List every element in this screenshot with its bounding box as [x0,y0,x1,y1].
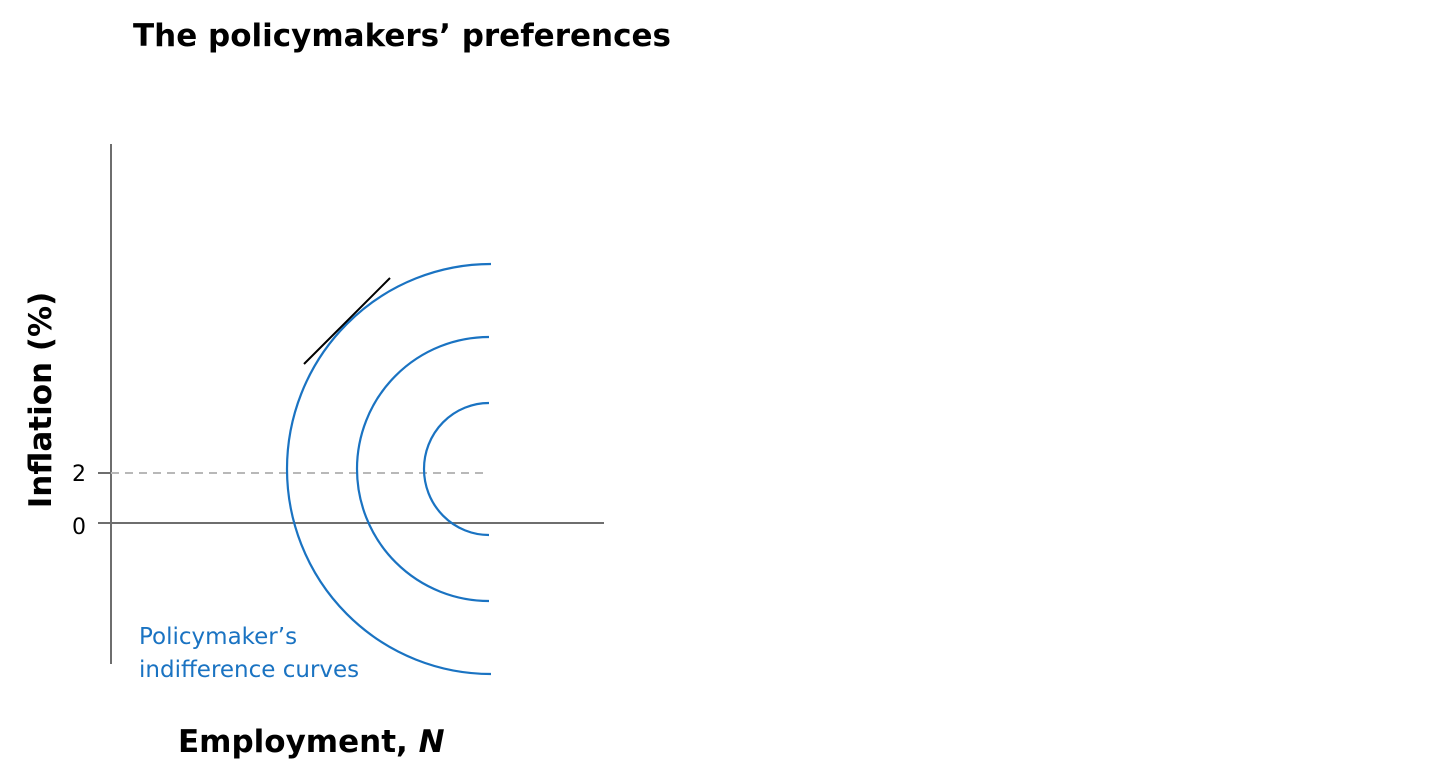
tangent-line [303,277,391,365]
x-axis-title-variable: N [419,724,445,760]
indifference-curve-middle [355,335,490,603]
x-axis-title-main: Employment, [178,724,419,760]
indifference-curves-label-line1: Policymaker’s [139,624,297,650]
x-axis-title: Employment, N [178,724,445,760]
indifference-curve-outer [285,262,492,676]
figure-title: The policymakers’ preferences [133,18,671,54]
indifference-curves-label-line2: indifference curves [139,657,359,683]
y-tick-label-0: 0 [72,515,86,540]
y-axis-title: Inflation (%) [23,292,59,509]
y-tick-label-2: 2 [72,462,86,487]
indifference-curve-inner [422,401,490,537]
